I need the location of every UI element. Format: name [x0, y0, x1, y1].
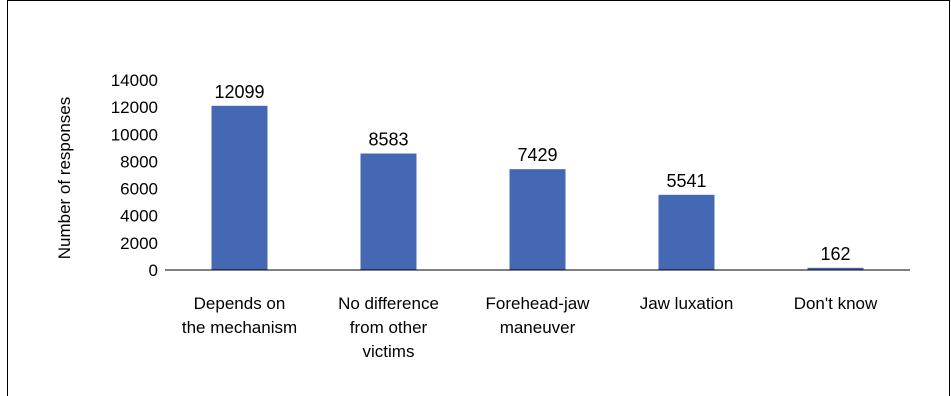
bars [211, 105, 864, 270]
x-tick-label-line: No difference [338, 294, 439, 313]
data-labels: 12099 8583 7429 5541 162 [214, 82, 850, 264]
data-label: 12099 [214, 82, 264, 102]
x-tick-label: Depends on the mechanism [182, 294, 297, 337]
x-tick-label: No difference from other victims [338, 294, 439, 361]
x-tick-label-line: Jaw luxation [640, 294, 734, 313]
y-tick-label: 8000 [120, 152, 158, 171]
bar [360, 153, 417, 270]
data-label: 8583 [368, 130, 408, 150]
y-tick-label: 4000 [120, 207, 158, 226]
bar [658, 194, 715, 270]
x-tick-label-line: Depends on [194, 294, 286, 313]
y-tick-label: 12000 [111, 98, 158, 117]
chart-frame [7, 0, 950, 396]
y-tick-label: 10000 [111, 125, 158, 144]
x-tick-label-line: victims [363, 342, 415, 361]
data-label: 162 [820, 244, 850, 264]
x-tick-label: Don't know [794, 294, 878, 313]
x-axis-tick-labels: Depends on the mechanism No difference from… [182, 294, 878, 361]
bar [211, 105, 268, 270]
data-label: 7429 [517, 145, 557, 165]
y-axis-ticks: 0 2000 4000 6000 8000 10000 12000 14000 [111, 71, 158, 280]
x-tick-label-line: Don't know [794, 294, 878, 313]
x-tick-label-line: maneuver [500, 318, 576, 337]
y-tick-label: 14000 [111, 71, 158, 90]
x-tick-label: Forehead-jaw maneuver [486, 294, 591, 337]
y-tick-label: 2000 [120, 234, 158, 253]
bar [509, 169, 566, 270]
x-tick-label: Jaw luxation [640, 294, 734, 313]
x-tick-label-line: Forehead-jaw [486, 294, 591, 313]
x-tick-label-line: from other [350, 318, 428, 337]
y-tick-label: 0 [149, 261, 158, 280]
y-axis-label: Number of responses [55, 97, 74, 260]
y-tick-label: 6000 [120, 180, 158, 199]
x-tick-label-line: the mechanism [182, 318, 297, 337]
data-label: 5541 [666, 171, 706, 191]
bar [807, 267, 864, 270]
